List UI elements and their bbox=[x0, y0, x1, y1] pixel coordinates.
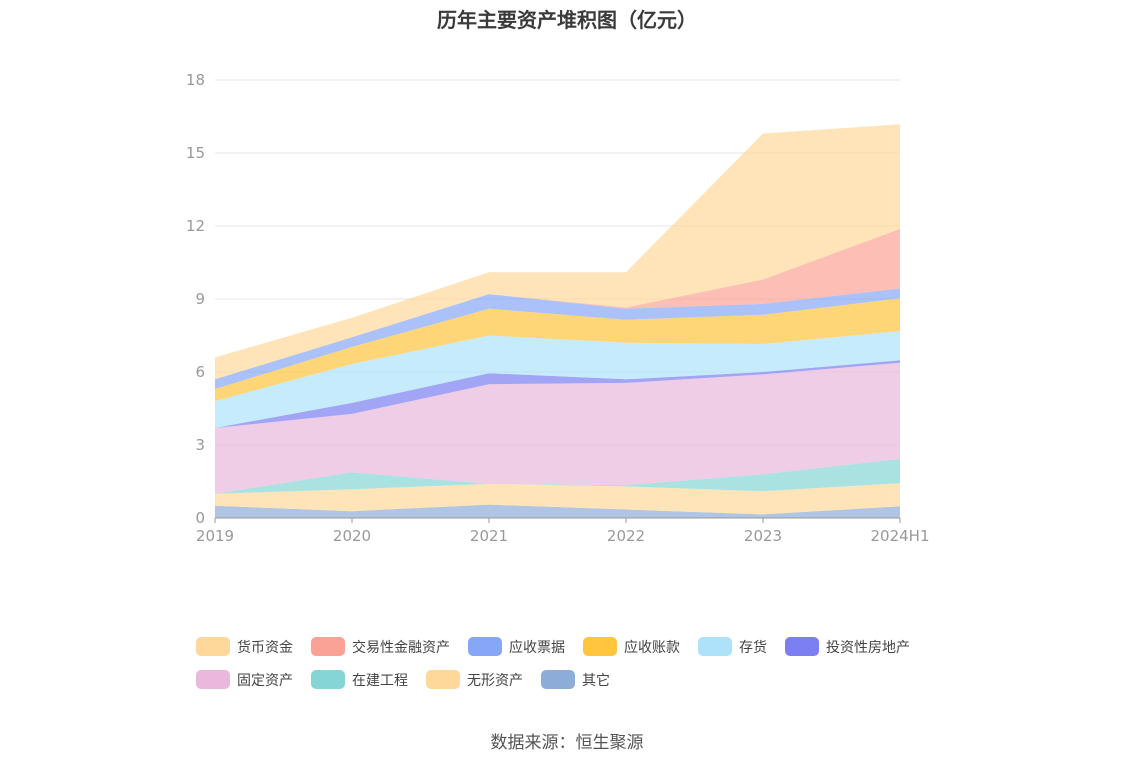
chart-title: 历年主要资产堆积图（亿元） bbox=[437, 8, 697, 32]
y-tick-label: 0 bbox=[195, 509, 205, 527]
legend-label: 在建工程 bbox=[352, 672, 408, 689]
legend-swatch bbox=[311, 637, 345, 656]
legend-item-应收账款[interactable]: 应收账款 bbox=[583, 637, 680, 657]
x-tick-label: 2023 bbox=[744, 527, 782, 545]
legend-label: 固定资产 bbox=[237, 672, 293, 689]
area-series-应收账款[interactable] bbox=[215, 298, 900, 402]
legend-swatch bbox=[468, 637, 502, 656]
legend-label: 存货 bbox=[739, 639, 767, 656]
legend-label: 交易性金融资产 bbox=[352, 639, 450, 656]
legend-item-固定资产[interactable]: 固定资产 bbox=[196, 670, 293, 690]
area-series-其它[interactable] bbox=[215, 504, 900, 518]
legend-label: 应收票据 bbox=[509, 639, 565, 656]
x-tick-label: 2024H1 bbox=[871, 527, 930, 545]
legend-item-投资性房地产[interactable]: 投资性房地产 bbox=[785, 637, 910, 657]
x-tick-label: 2020 bbox=[333, 527, 371, 545]
legend-item-应收票据[interactable]: 应收票据 bbox=[468, 637, 565, 657]
y-tick-label: 6 bbox=[195, 363, 205, 381]
area-series-无形资产[interactable] bbox=[215, 483, 900, 515]
legend-row: 货币资金 交易性金融资产 应收票据 应收账款 存货 投资性房地产 bbox=[196, 630, 956, 663]
legend-swatch bbox=[698, 637, 732, 656]
legend-item-其它[interactable]: 其它 bbox=[541, 670, 610, 690]
legend-item-交易性金融资产[interactable]: 交易性金融资产 bbox=[311, 637, 450, 657]
y-tick-label: 9 bbox=[195, 290, 205, 308]
legend-item-在建工程[interactable]: 在建工程 bbox=[311, 670, 408, 690]
legend-swatch bbox=[583, 637, 617, 656]
legend-row: 固定资产 在建工程 无形资产 其它 bbox=[196, 663, 956, 696]
area-series-固定资产[interactable] bbox=[215, 362, 900, 494]
legend-swatch bbox=[785, 637, 819, 656]
legend-item-存货[interactable]: 存货 bbox=[698, 637, 767, 657]
stacked-area-chart: 0 3 6 9 12 15 18 2019 2020 2021 2022 2023 2024H1 bbox=[186, 71, 930, 545]
y-tick-label: 12 bbox=[186, 217, 205, 235]
legend-label: 应收账款 bbox=[624, 639, 680, 656]
legend-label: 无形资产 bbox=[467, 672, 523, 689]
legend-swatch bbox=[426, 670, 460, 689]
legend-swatch bbox=[541, 670, 575, 689]
x-tick-label: 2021 bbox=[470, 527, 508, 545]
area-series-存货[interactable] bbox=[215, 331, 900, 428]
x-tick-label: 2019 bbox=[196, 527, 234, 545]
y-tick-label: 3 bbox=[195, 436, 205, 454]
legend-label: 货币资金 bbox=[237, 639, 293, 656]
area-series-货币资金[interactable] bbox=[215, 124, 900, 380]
legend-swatch bbox=[196, 637, 230, 656]
data-source: 数据来源：恒生聚源 bbox=[490, 733, 644, 753]
legend-swatch bbox=[311, 670, 345, 689]
legend-item-货币资金[interactable]: 货币资金 bbox=[196, 637, 293, 657]
legend: 货币资金 交易性金融资产 应收票据 应收账款 存货 投资性房地产 固定资产 在建工程 无形资产… bbox=[196, 630, 956, 696]
area-series-投资性房地产[interactable] bbox=[215, 360, 900, 428]
area-series-应收票据[interactable] bbox=[215, 288, 900, 390]
y-tick-label: 18 bbox=[186, 71, 205, 89]
x-tick-label: 2022 bbox=[607, 527, 645, 545]
legend-label: 投资性房地产 bbox=[826, 639, 910, 656]
legend-swatch bbox=[196, 670, 230, 689]
area-series-在建工程[interactable] bbox=[215, 458, 900, 494]
legend-item-无形资产[interactable]: 无形资产 bbox=[426, 670, 523, 690]
y-tick-label: 15 bbox=[186, 144, 205, 162]
legend-label: 其它 bbox=[582, 672, 610, 689]
